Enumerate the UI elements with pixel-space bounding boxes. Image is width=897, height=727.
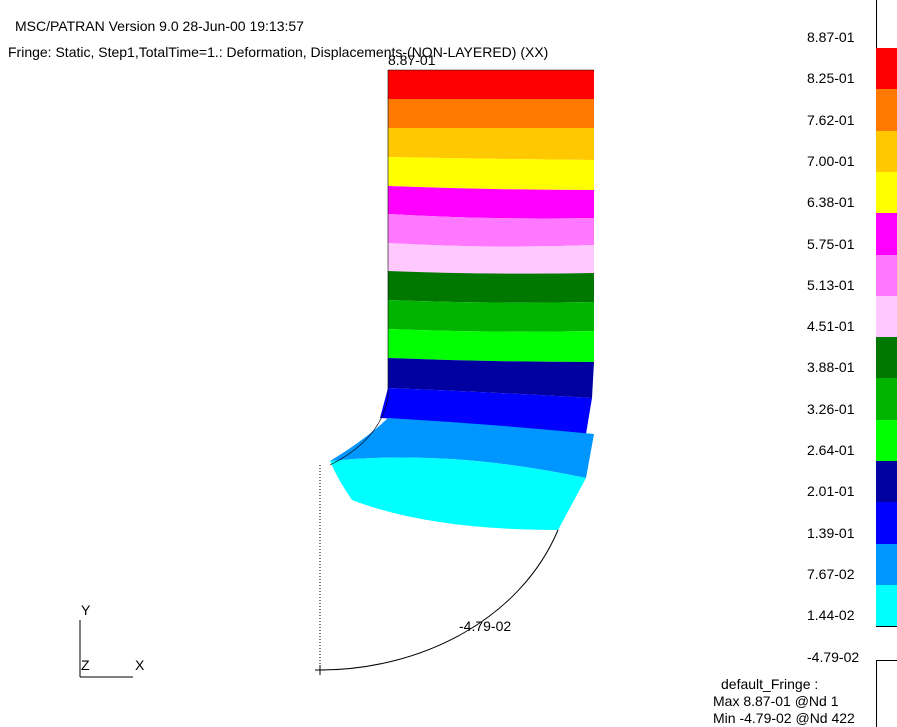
- fringe-min: Min -4.79-02 @Nd 422: [713, 710, 855, 726]
- legend-swatch: [876, 48, 897, 90]
- y-axis-label: Y: [81, 602, 91, 618]
- legend-swatch: [876, 131, 897, 173]
- fringe-band-9: [388, 300, 594, 332]
- legend-swatch: [876, 544, 897, 586]
- legend-tick-label: 3.26-01: [807, 401, 855, 417]
- fringe-band-1: [388, 70, 594, 99]
- fringe-band-8: [388, 271, 594, 303]
- fringe-band-10: [388, 329, 594, 362]
- fringe-band-11: [388, 358, 594, 398]
- z-axis-label: Z: [81, 657, 90, 673]
- legend-swatch: [876, 172, 897, 214]
- legend-tick-label: 8.25-01: [807, 70, 855, 86]
- legend-swatch: [876, 420, 897, 462]
- legend-tick-label: 5.75-01: [807, 236, 855, 252]
- legend-swatch: [876, 213, 897, 255]
- x-axis-label: X: [135, 657, 145, 673]
- legend-tick-label: 4.51-01: [807, 318, 855, 334]
- max-value-marker: 8.87-01: [388, 52, 436, 68]
- legend-swatch: [876, 337, 897, 379]
- legend-tick-label: 5.13-01: [807, 277, 855, 293]
- fringe-band-12: [380, 388, 592, 434]
- fringe-max: Max 8.87-01 @Nd 1: [713, 693, 839, 709]
- legend-swatch: [876, 89, 897, 131]
- legend-swatch: [876, 626, 897, 661]
- undeformed-outline: [319, 529, 559, 671]
- fringe-band-14: [330, 457, 586, 530]
- min-value-marker: -4.79-02: [459, 618, 512, 634]
- legend-tick-label: 2.64-01: [807, 442, 855, 458]
- legend-tick-label: 3.88-01: [807, 359, 855, 375]
- fringe-band-6: [388, 214, 594, 247]
- fringe-bands: [329, 69, 594, 530]
- fringe-name: default_Fringe :: [721, 676, 819, 692]
- legend-tick-label: 8.87-01: [807, 29, 855, 45]
- legend-swatch: [876, 502, 897, 544]
- deformed-model-plot: [315, 69, 594, 675]
- model-edge: [329, 69, 594, 466]
- legend-tick-label: 1.39-01: [807, 525, 855, 541]
- fringe-band-7: [388, 243, 594, 274]
- fringe-title: Fringe: Static, Step1,TotalTime=1.: Defo…: [8, 44, 549, 60]
- fringe-band-3: [388, 128, 594, 160]
- legend-swatch: [876, 585, 897, 627]
- fringe-band-5: [388, 186, 594, 219]
- legend-tick-label: 7.62-01: [807, 112, 855, 128]
- fringe-band-4: [388, 157, 594, 190]
- legend-tick-label: 2.01-01: [807, 483, 855, 499]
- legend-swatch: [876, 378, 897, 420]
- fringe-band-2: [388, 99, 594, 128]
- legend-tick-label: 6.38-01: [807, 194, 855, 210]
- legend-swatch: [876, 461, 897, 503]
- legend-tick-label: 7.00-01: [807, 153, 855, 169]
- version-header: MSC/PATRAN Version 9.0 28-Jun-00 19:13:5…: [15, 18, 304, 34]
- legend-tick-label: 1.44-02: [807, 607, 855, 623]
- legend-swatch: [876, 255, 897, 297]
- legend-swatch: [876, 296, 897, 338]
- axis-triad: [79, 620, 133, 678]
- legend-tick-label: -4.79-02: [807, 649, 860, 665]
- fringe-band-13: [330, 418, 594, 478]
- legend-tick-label: 7.67-02: [807, 566, 855, 582]
